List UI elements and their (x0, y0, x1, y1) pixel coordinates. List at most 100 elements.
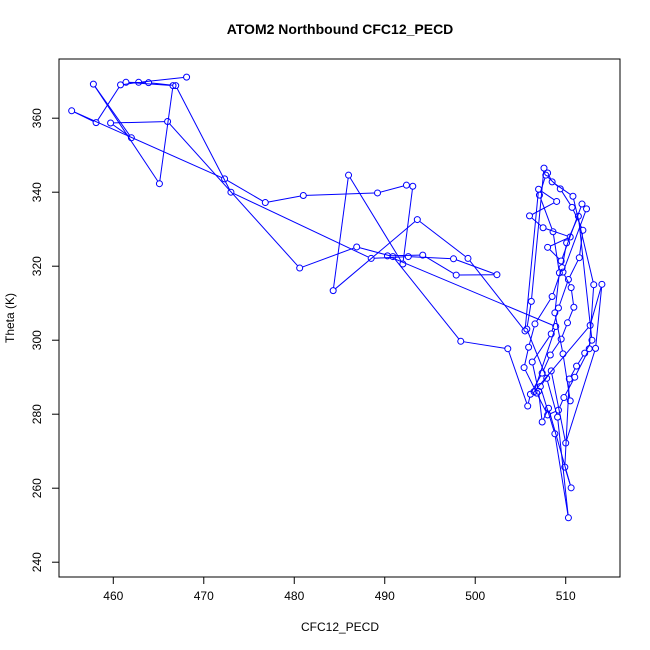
data-point (526, 212, 534, 220)
series-segment (151, 82, 173, 86)
series-segment (425, 256, 454, 274)
data-point (573, 362, 581, 370)
series-segment (532, 202, 555, 215)
series-segment (540, 389, 555, 431)
series-segment (573, 199, 594, 282)
data-point (547, 367, 555, 375)
data-point (546, 351, 554, 359)
data-point (540, 164, 548, 172)
data-point (452, 271, 460, 279)
data-point (183, 73, 191, 81)
series-segment (554, 275, 560, 310)
data-point (172, 82, 180, 90)
y-tick-label: 260 (30, 478, 44, 498)
data-point (583, 205, 591, 213)
data-point (574, 212, 582, 220)
data-point (567, 284, 575, 292)
data-point (590, 281, 598, 289)
data-point (586, 321, 594, 329)
data-point (588, 336, 596, 344)
data-point (450, 255, 458, 263)
series-segment (456, 259, 495, 275)
series-segment (176, 88, 230, 190)
data-point (520, 364, 528, 372)
data-point (536, 382, 544, 390)
data-point (566, 233, 574, 241)
data-point (227, 188, 235, 196)
data-point (353, 243, 361, 251)
data-point (523, 325, 531, 333)
x-tick-label: 510 (556, 589, 576, 603)
data-point (552, 323, 560, 331)
data-point (413, 216, 421, 224)
data-point (367, 254, 375, 262)
series-segment (578, 219, 593, 338)
series-segment (402, 189, 413, 261)
series-segment (508, 351, 528, 404)
series-segment (577, 355, 584, 364)
series-segment (469, 260, 524, 329)
series-segment (349, 177, 402, 262)
data-point (538, 369, 546, 377)
series-segment (533, 336, 550, 360)
data-point (575, 254, 583, 262)
x-axis: 460 470 480 490 500 510 (103, 577, 576, 603)
data-point (564, 319, 572, 327)
series-segment (169, 123, 298, 267)
series-segment (550, 237, 568, 247)
y-tick-label: 240 (30, 552, 44, 572)
x-tick-label: 480 (284, 589, 304, 603)
data-point (548, 178, 556, 186)
series-segment (302, 247, 354, 268)
series-segment (524, 350, 529, 365)
data-point (155, 180, 163, 188)
y-tick-label: 360 (30, 108, 44, 128)
data-point (559, 268, 567, 276)
series-segment (551, 341, 560, 353)
data-point (581, 349, 589, 357)
data-point (68, 107, 76, 115)
data-point (261, 199, 269, 207)
series-segment (536, 298, 551, 322)
data-point (528, 358, 536, 366)
series-segment (550, 410, 556, 415)
series-segment (595, 287, 603, 346)
plot-frame (58, 58, 621, 578)
y-tick-label: 320 (30, 256, 44, 276)
data-point (527, 297, 535, 305)
series-segment (159, 88, 174, 181)
series-segment (528, 326, 535, 345)
y-tick-label: 280 (30, 404, 44, 424)
data-point (564, 276, 572, 284)
series-segment (588, 287, 595, 346)
series-segment (585, 342, 591, 351)
series-segment (557, 420, 569, 515)
data-point (564, 514, 572, 522)
data-point (145, 79, 153, 87)
data-point (92, 119, 100, 127)
series-segment (567, 218, 578, 241)
data-point (107, 119, 115, 127)
data-point (493, 271, 501, 279)
series-segment (548, 175, 552, 180)
data-point (545, 404, 553, 412)
series-segment (227, 180, 263, 202)
series-layer (68, 73, 606, 522)
data-point (562, 439, 570, 447)
series-segment (559, 400, 564, 408)
data-point (579, 226, 587, 234)
data-point (551, 430, 559, 438)
data-point (570, 303, 578, 311)
data-point (464, 254, 472, 262)
series-segment (548, 411, 571, 485)
series-segment (547, 381, 558, 415)
data-point (89, 80, 97, 88)
data-point (535, 191, 543, 199)
data-point (549, 228, 557, 236)
series-segment (394, 258, 460, 340)
series-segment (545, 228, 568, 237)
data-point (547, 330, 555, 338)
data-point (551, 309, 559, 317)
series-segment (527, 397, 531, 404)
series-segment (549, 249, 560, 260)
